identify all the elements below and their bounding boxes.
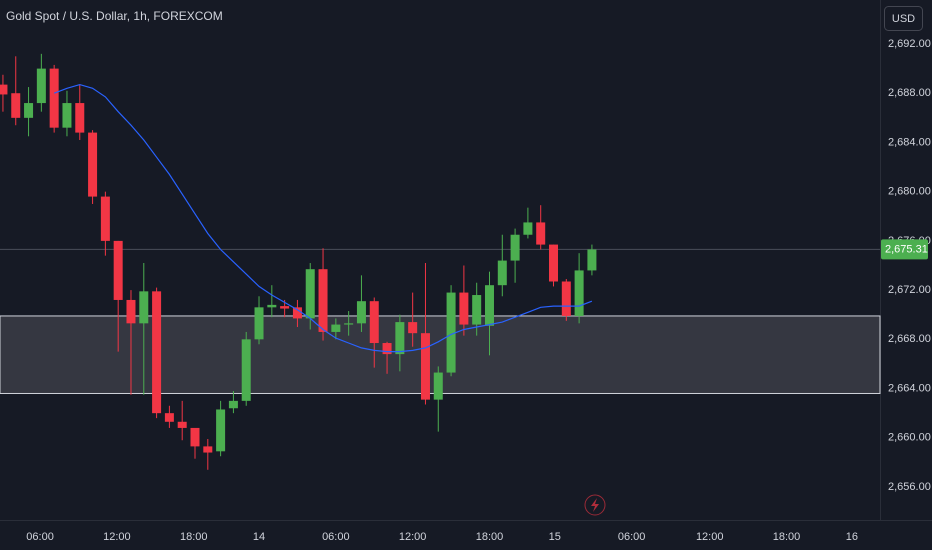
candle-body [587, 249, 597, 271]
x-tick-label: 14 [253, 531, 265, 543]
candle-body [152, 291, 162, 414]
candle-body [11, 93, 21, 118]
candle-body [536, 222, 546, 245]
y-tick-label: 2,688.00 [888, 87, 931, 99]
x-tick-label: 18:00 [773, 531, 801, 543]
candle-body [420, 333, 430, 400]
candle-body [139, 291, 149, 324]
candle-body [203, 446, 213, 453]
candle-body [305, 269, 315, 319]
lightning-icon[interactable] [584, 494, 606, 516]
candle-body [190, 427, 200, 447]
candle-body [292, 307, 302, 319]
candle-body [216, 409, 226, 452]
candle-body [395, 322, 405, 355]
last-price-label: 2,675.31 [885, 243, 928, 255]
candle-body [344, 323, 354, 325]
candle-body [62, 103, 72, 128]
last-price-badge [881, 239, 928, 260]
candle-body [497, 260, 507, 286]
candle-body [472, 295, 482, 325]
candle-body [318, 269, 328, 332]
y-tick-label: 2,680.00 [888, 186, 931, 198]
chart-title: Gold Spot / U.S. Dollar, 1h, FOREXCOM [6, 9, 223, 23]
candle-body [574, 270, 584, 316]
candle-body [459, 292, 469, 325]
candle-body [408, 322, 418, 334]
x-tick-label: 16 [846, 531, 858, 543]
moving-average [53, 83, 593, 353]
x-tick-label: 06:00 [26, 531, 54, 543]
icon-bolt[interactable] [591, 498, 599, 512]
candle-body [382, 343, 392, 355]
candle-body [331, 324, 341, 332]
x-tick-label: 06:00 [618, 531, 646, 543]
candle-body [433, 372, 443, 400]
candle-body [24, 103, 34, 118]
y-tick-label: 2,684.00 [888, 136, 931, 148]
y-tick-label: 2,664.00 [888, 382, 931, 394]
candle-body [228, 400, 238, 409]
candle-body [113, 240, 123, 300]
icon-circle[interactable] [584, 494, 606, 516]
candle-body [177, 421, 187, 428]
x-tick-label: 18:00 [476, 531, 504, 543]
candle-body [254, 307, 264, 340]
currency-button[interactable] [884, 6, 923, 31]
x-tick-label: 15 [549, 531, 561, 543]
x-tick-label: 12:00 [696, 531, 724, 543]
candle-body [484, 285, 494, 326]
candle-body [36, 68, 46, 104]
candle-body [241, 339, 251, 401]
candle-body [267, 304, 277, 308]
candle-body [280, 306, 290, 309]
candle-body [446, 292, 456, 373]
candle-body [356, 301, 366, 324]
candle-body [75, 103, 85, 133]
y-tick-label: 2,668.00 [888, 333, 931, 345]
candle-body [369, 301, 379, 344]
x-tick-label: 06:00 [322, 531, 350, 543]
candle-body [510, 234, 520, 261]
candle-body [100, 196, 110, 241]
x-tick-label: 12:00 [103, 531, 131, 543]
y-tick-label: 2,672.00 [888, 284, 931, 296]
candle-body [88, 132, 98, 197]
y-tick-label: 2,692.00 [888, 38, 931, 50]
x-tick-label: 18:00 [180, 531, 208, 543]
y-tick-label: 2,656.00 [888, 481, 931, 493]
x-tick-label: 12:00 [399, 531, 427, 543]
currency-label[interactable]: USD [892, 13, 915, 25]
candle-body [126, 299, 136, 324]
candle-body [164, 413, 174, 422]
candle-body [523, 222, 533, 235]
candle-body [561, 281, 571, 316]
y-tick-label: 2,660.00 [888, 432, 931, 444]
candle-body [49, 68, 59, 128]
candle-body [0, 84, 8, 95]
candle-body [549, 244, 559, 282]
